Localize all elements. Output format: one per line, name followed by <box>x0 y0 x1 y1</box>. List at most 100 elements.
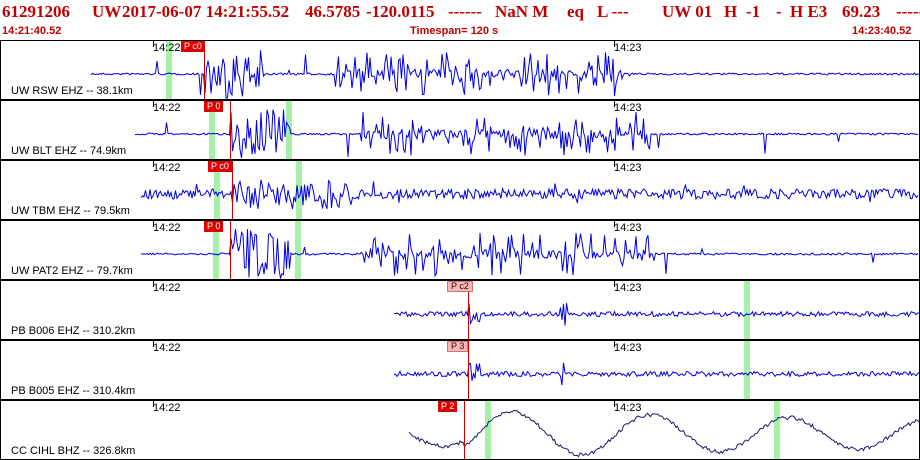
time-tick <box>153 221 154 227</box>
time-marker <box>296 161 302 219</box>
time-tick-label: 14:22 <box>153 402 181 414</box>
phase-pick-label[interactable]: P c0 <box>181 41 205 52</box>
event-id: 61291206 <box>2 2 70 21</box>
trace-panel[interactable]: 14:22 14:23 P 0 UW BLT EHZ -- 74.9km <box>0 100 920 160</box>
pick-line[interactable] <box>230 221 231 279</box>
event-gtype: L --- <box>597 2 629 21</box>
time-tick-label: 14:23 <box>614 42 642 54</box>
phase-pick-label[interactable]: P 2 <box>438 401 458 412</box>
pick-line[interactable] <box>464 401 465 459</box>
event-quality: H E3 <box>790 2 828 21</box>
time-tick-label: 14:22 <box>153 42 181 54</box>
station-label: UW RSW EHZ -- 38.1km <box>11 85 133 97</box>
start-time: 14:21:40.52 <box>2 25 62 37</box>
event-header: 61291206 UW 2017-06-07 14:21:55.52 46.57… <box>0 0 920 24</box>
phase-pick-label[interactable]: P 3 <box>447 341 469 352</box>
trace-panel[interactable]: 14:22 14:23 P c2 PB B006 EHZ -- 310.2km <box>0 280 920 340</box>
waveform <box>140 179 919 210</box>
time-marker <box>286 101 292 159</box>
time-marker <box>774 401 780 459</box>
waveform-trace <box>393 303 919 326</box>
event-source: UW 01 <box>662 2 713 21</box>
event-magnitude: NaN M <box>495 2 549 21</box>
waveform-trace <box>408 409 919 458</box>
waveform-trace <box>134 109 919 159</box>
pick-line[interactable] <box>204 41 205 99</box>
station-label: UW BLT EHZ -- 74.9km <box>11 145 127 157</box>
time-tick <box>153 101 154 107</box>
pick-line[interactable] <box>468 281 469 339</box>
pick-line[interactable] <box>232 161 233 219</box>
trace-panel[interactable]: 14:22 14:23 P c0 UW TBM EHZ -- 79.5km <box>0 160 920 220</box>
station-label: PB B005 EHZ -- 310.4km <box>11 385 136 397</box>
time-tick-label: 14:22 <box>153 342 181 354</box>
time-tick <box>153 41 154 47</box>
end-time: 14:23:40.52 <box>852 25 912 37</box>
waveform <box>408 409 919 458</box>
waveform <box>393 362 919 386</box>
time-tick-label: 14:22 <box>153 222 181 234</box>
time-marker <box>166 41 172 99</box>
time-marker <box>744 281 750 339</box>
event-version: -1 <box>746 2 761 21</box>
waveform-trace <box>140 228 919 279</box>
time-tick <box>614 161 615 167</box>
event-lon: -120.0115 <box>366 2 435 21</box>
time-tick-label: 14:22 <box>153 282 181 294</box>
time-tick <box>153 281 154 287</box>
pick-line[interactable] <box>468 341 469 399</box>
time-marker <box>744 341 750 399</box>
waveform <box>393 303 919 326</box>
time-tick <box>153 161 154 167</box>
event-flag: H <box>724 2 738 21</box>
time-tick-label: 14:23 <box>614 162 642 174</box>
time-tick-label: 14:23 <box>614 342 642 354</box>
station-label: PB B006 EHZ -- 310.2km <box>11 325 136 337</box>
waveform <box>140 228 919 279</box>
phase-pick-label[interactable]: P 0 <box>204 101 224 112</box>
time-tick <box>153 401 154 407</box>
station-label: UW PAT2 EHZ -- 79.7km <box>11 265 133 277</box>
time-tick <box>614 401 615 407</box>
trace-panel[interactable]: 14:22 14:23 P 2 CC CIHL BHZ -- 326.8km <box>0 400 920 460</box>
phase-pick-label[interactable]: P c2 <box>447 281 473 292</box>
trace-panel[interactable]: 14:22 14:23 P 0 UW PAT2 EHZ -- 79.7km <box>0 220 920 280</box>
time-tick-label: 14:23 <box>614 102 642 114</box>
time-tick <box>614 281 615 287</box>
waveform-trace <box>90 50 919 99</box>
time-tick-label: 14:22 <box>153 102 181 114</box>
event-trail: ----- <box>896 2 920 21</box>
waveform-trace <box>140 179 919 210</box>
phase-pick-label[interactable]: P 0 <box>204 221 224 232</box>
event-lat: 46.5785 <box>305 2 361 21</box>
time-marker <box>295 221 301 279</box>
time-tick-label: 14:22 <box>153 162 181 174</box>
event-dash: - <box>776 2 782 21</box>
time-marker <box>213 221 219 279</box>
trace-panel[interactable]: 14:22 14:23 P c0 UW RSW EHZ -- 38.1km <box>0 40 920 100</box>
phase-pick-label[interactable]: P c0 <box>208 161 232 172</box>
time-marker <box>485 401 491 459</box>
time-tick <box>614 341 615 347</box>
waveform <box>134 109 919 159</box>
event-type: eq <box>567 2 584 21</box>
pick-line[interactable] <box>230 101 231 159</box>
time-tick-label: 14:23 <box>614 402 642 414</box>
time-marker <box>209 101 215 159</box>
time-tick-label: 14:23 <box>614 282 642 294</box>
waveform-trace <box>393 362 919 386</box>
waveform <box>90 50 919 99</box>
trace-panel[interactable]: 14:22 14:23 P 3 PB B005 EHZ -- 310.4km <box>0 340 920 400</box>
station-label: UW TBM EHZ -- 79.5km <box>11 205 130 217</box>
event-depth: ------ <box>448 2 482 21</box>
event-datetime: 2017-06-07 14:21:55.52 <box>122 2 290 21</box>
time-tick <box>614 101 615 107</box>
time-tick <box>153 341 154 347</box>
event-network: UW <box>92 2 122 21</box>
event-value: 69.23 <box>842 2 881 21</box>
timespan: Timespan= 120 s <box>410 25 499 37</box>
station-label: CC CIHL BHZ -- 326.8km <box>11 445 136 457</box>
time-tick-label: 14:23 <box>614 222 642 234</box>
time-tick <box>614 41 615 47</box>
